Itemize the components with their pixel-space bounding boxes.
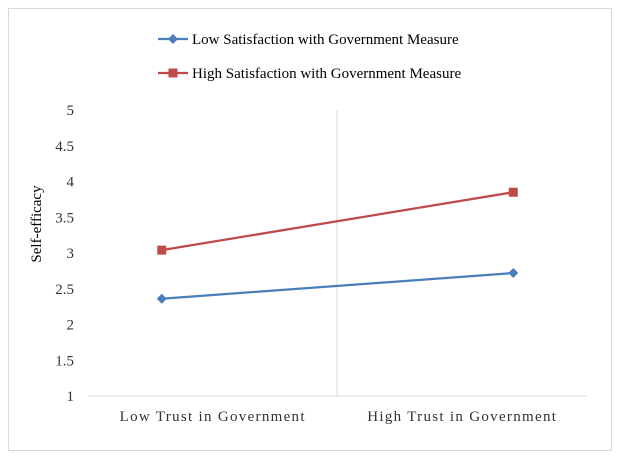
axes	[88, 110, 587, 397]
y-tick-label: 1	[67, 389, 75, 405]
data-point	[157, 245, 167, 255]
y-tick-label: 4	[67, 175, 75, 191]
y-tick-label: 2	[67, 318, 75, 334]
y-tick-labels: 1 1.5 2 2.5 3 3.5 4 4.5 5	[55, 103, 74, 405]
legend-label: Low Satisfaction with Government Measure	[192, 32, 459, 48]
series-group	[156, 187, 519, 304]
legend-label: High Satisfaction with Government Measur…	[192, 66, 461, 82]
series-line-2	[161, 191, 514, 252]
y-axis-title: Self-efficacy	[29, 185, 45, 263]
data-point	[508, 187, 518, 197]
x-tick-label: Low Trust in Government	[120, 409, 306, 425]
y-tick-label: 2.5	[55, 282, 74, 298]
chart-frame	[8, 8, 612, 451]
y-tick-label: 3	[67, 246, 75, 262]
y-tick-label: 1.5	[55, 353, 74, 369]
data-point	[156, 293, 167, 304]
series-line-1	[161, 271, 514, 300]
legend: Low Satisfaction with Government Measure…	[158, 32, 461, 82]
data-point	[508, 268, 519, 279]
y-tick-label: 5	[67, 103, 75, 119]
y-tick-label: 4.5	[55, 139, 74, 155]
y-tick-label: 3.5	[55, 210, 74, 226]
legend-marker	[168, 34, 178, 44]
legend-marker	[168, 68, 178, 78]
x-tick-label: High Trust in Government	[367, 409, 557, 425]
x-tick-labels: Low Trust in Government High Trust in Gov…	[120, 409, 557, 425]
